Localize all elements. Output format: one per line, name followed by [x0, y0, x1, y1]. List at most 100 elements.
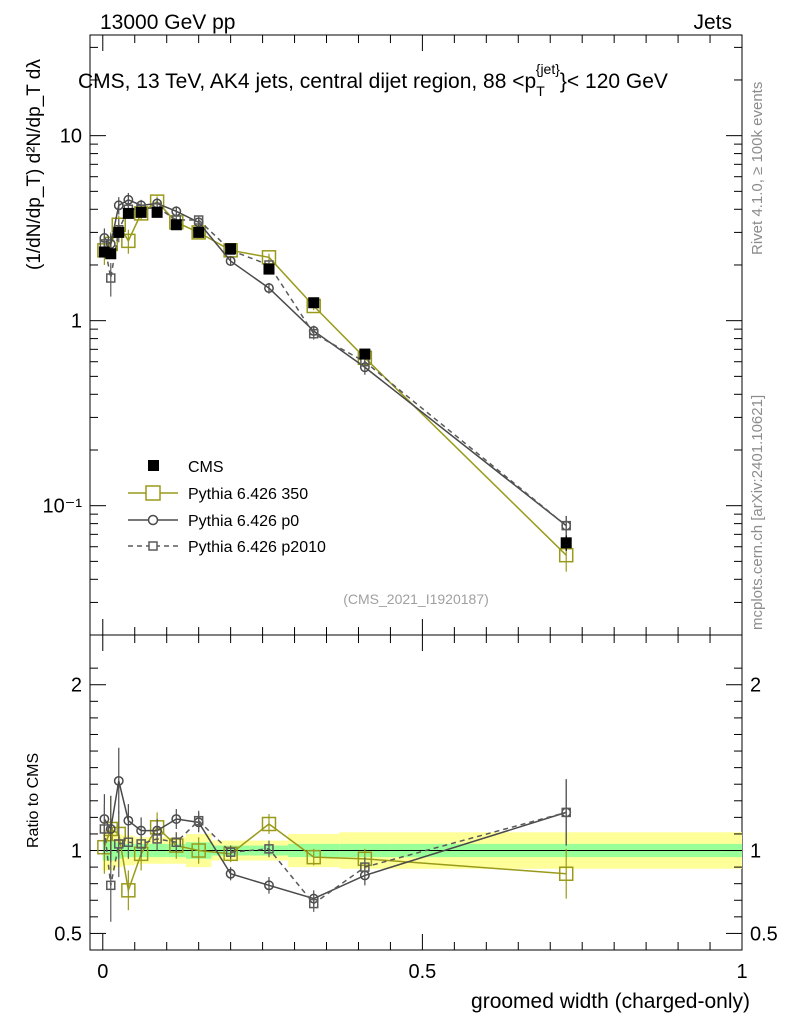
data-point-marker: [560, 537, 572, 549]
y-axis-label: (1/dN/dp_T) d²N/dp_T dλ: [24, 59, 45, 270]
data-point-marker: [561, 520, 571, 531]
data-point-marker: [225, 243, 237, 255]
legend-entry-pythia-350: Pythia 6.426 350: [128, 485, 308, 503]
ratio-series-pythia-6-426-p0: [99, 747, 572, 907]
data-point-marker: [152, 834, 162, 844]
chart-title: CMS, 13 TeV, AK4 jets, central dijet reg…: [78, 61, 668, 99]
title-main: CMS, 13 TeV, AK4 jets, central dijet reg…: [78, 70, 536, 93]
data-point-marker: [121, 233, 136, 249]
y-axis-label-text: (1/dN/dp_T) d²N/dp_T dλ: [24, 59, 45, 270]
title-subscript: T: [536, 83, 545, 99]
data-point-marker: [308, 898, 319, 909]
data-point-marker: [98, 246, 110, 258]
ratio-y-tick-label: 2: [71, 675, 82, 697]
data-point-marker: [263, 263, 275, 275]
legend: CMS Pythia 6.426 350 Pythia 6.426 p0 Pyt…: [128, 459, 326, 556]
data-point-marker: [193, 815, 204, 826]
data-point-marker: [122, 207, 134, 219]
series-pythia-6-426-p2010: [99, 201, 571, 537]
rivet-label: Rivet 4.1.0, ≥ 100k events: [749, 82, 766, 255]
analysis-watermark: (CMS_2021_I1920187): [343, 591, 489, 607]
legend-label-pythia-p0: Pythia 6.426 p0: [188, 513, 299, 530]
mcplots-label-text: mcplots.cern.ch [arXiv:2401.10621]: [749, 395, 766, 630]
legend-marker-pythia-p2010: [148, 541, 158, 551]
ratio-axis-label: Ratio to CMS: [25, 753, 42, 848]
ratio-y-tick-label-right: 2: [750, 675, 761, 697]
legend-entry-pythia-p0: Pythia 6.426 p0: [128, 513, 299, 530]
ratio-y-tick-label-right: 1: [750, 841, 761, 863]
main-series-group: [97, 192, 574, 572]
title-superscript: {jet}: [536, 61, 560, 77]
data-point-marker: [135, 206, 147, 218]
data-point-marker: [193, 226, 205, 238]
data-point-marker: [106, 273, 116, 283]
data-point-marker: [561, 807, 571, 818]
ratio-y-tick-label-right: 0.5: [750, 923, 778, 945]
legend-marker-pythia-350: [145, 485, 161, 501]
main-y-tick-label: 1: [71, 311, 82, 333]
ratio-series-pythia-6-426-p2010: [99, 779, 571, 922]
legend-entry-pythia-p2010: Pythia 6.426 p2010: [128, 539, 326, 556]
data-point-marker: [106, 880, 116, 891]
data-point-marker: [114, 839, 124, 849]
data-point-marker: [113, 775, 124, 786]
data-point-marker: [558, 866, 574, 881]
data-point-marker: [123, 837, 134, 847]
x-tick-label: 1: [736, 961, 747, 983]
series-line: [103, 198, 567, 527]
header-category: Jets: [693, 11, 732, 34]
x-axis-ticks: 0 0.5 1: [97, 35, 748, 983]
ratio-series-group: [97, 747, 574, 922]
data-point-marker: [264, 844, 274, 854]
data-point-marker: [113, 200, 124, 211]
title-end: }< 120 GeV: [560, 70, 668, 93]
ratio-axis-label-text: Ratio to CMS: [25, 753, 42, 848]
data-point-marker: [261, 816, 277, 832]
data-point-marker: [105, 824, 116, 834]
rivet-label-text: Rivet 4.1.0, ≥ 100k events: [749, 82, 766, 255]
ratio-y-tick-label: 0.5: [54, 923, 82, 945]
data-point-marker: [264, 283, 274, 294]
data-point-marker: [105, 238, 116, 249]
data-point-marker: [191, 843, 206, 858]
data-point-marker: [170, 219, 182, 231]
x-tick-label: 0: [97, 961, 108, 983]
ratio-panel-frame: [89, 634, 743, 951]
legend-marker-pythia-p0: [147, 514, 159, 526]
data-point-marker: [171, 837, 182, 847]
data-point-marker: [151, 206, 163, 218]
data-point-marker: [359, 348, 371, 360]
x-tick-label: 0.5: [408, 961, 436, 983]
main-y-tick-label: 10: [60, 126, 82, 148]
data-point-marker: [264, 880, 274, 891]
data-point-marker: [308, 328, 319, 339]
data-point-marker: [360, 862, 370, 872]
data-point-marker: [121, 883, 136, 898]
data-point-marker: [171, 814, 182, 824]
data-point-marker: [225, 256, 236, 267]
legend-entry-cms: CMS: [148, 459, 224, 476]
data-point-marker: [306, 849, 321, 865]
data-point-marker: [136, 839, 146, 849]
ratio-y-tick-label: 1: [71, 841, 82, 863]
series-pythia-6-426-350: [97, 194, 574, 572]
data-point-marker: [105, 248, 117, 260]
series-line: [103, 200, 567, 556]
legend-label-pythia-350: Pythia 6.426 350: [188, 486, 308, 503]
legend-label-cms: CMS: [188, 459, 224, 476]
legend-marker-cms: [148, 460, 159, 471]
series-cms: [98, 206, 572, 551]
data-point-marker: [225, 868, 236, 879]
mcplots-label: mcplots.cern.ch [arXiv:2401.10621]: [749, 395, 766, 630]
data-point-marker: [308, 297, 320, 309]
x-axis-label: groomed width (charged-only): [471, 990, 750, 1013]
data-point-marker: [225, 847, 236, 857]
series-pythia-6-426-p0: [99, 192, 572, 537]
header-energy: 13000 GeV pp: [100, 11, 235, 34]
series-line: [103, 206, 567, 527]
data-point-marker: [99, 824, 110, 834]
ratio-axis-ticks: 0.5 0.5 1 1 2 2: [54, 667, 778, 945]
legend-label-pythia-p2010: Pythia 6.426 p2010: [188, 539, 326, 556]
